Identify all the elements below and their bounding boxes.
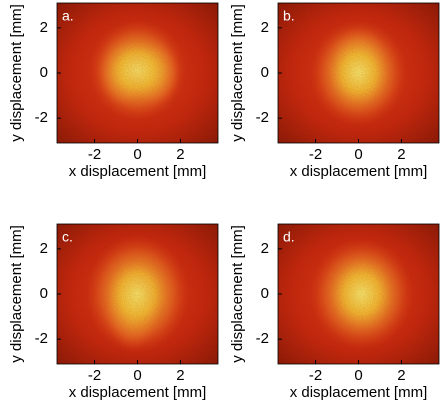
- y-axis-label: y displacement [mm]: [8, 4, 25, 142]
- x-tick-label: 2: [176, 367, 184, 384]
- x-tick-label: 0: [133, 367, 141, 384]
- plot-frame: [277, 223, 440, 365]
- y-tick-label: 2: [40, 19, 48, 36]
- x-tick-label: -2: [88, 146, 101, 163]
- y-tick-label: -2: [256, 109, 269, 126]
- x-tick-label: -2: [309, 146, 322, 163]
- panel-label: d.: [283, 229, 295, 245]
- x-axis-label: x displacement [mm]: [290, 163, 428, 180]
- x-tick-label: 0: [354, 146, 362, 163]
- x-axis-label: x displacement [mm]: [69, 163, 207, 180]
- x-axis-label: x displacement [mm]: [290, 384, 428, 401]
- heatmap-noise: [57, 224, 218, 364]
- x-tick-label: 0: [133, 146, 141, 163]
- y-tick-label: 2: [261, 19, 269, 36]
- y-tick-label: -2: [35, 109, 48, 126]
- y-tick-label: 0: [40, 64, 48, 81]
- y-tick-label: 0: [261, 64, 269, 81]
- y-tick-label: 2: [40, 240, 48, 257]
- plot-frame: [56, 2, 219, 144]
- heatmap-noise: [278, 3, 439, 143]
- panel-label: c.: [62, 229, 73, 245]
- plot-frame: [56, 223, 219, 365]
- heatmap-noise: [278, 224, 439, 364]
- y-axis-label: y displacement [mm]: [8, 225, 25, 363]
- x-tick-label: 0: [354, 367, 362, 384]
- panel-label: b.: [283, 8, 295, 24]
- x-tick-label: 2: [176, 146, 184, 163]
- x-tick-label: -2: [309, 367, 322, 384]
- plot-frame: [277, 2, 440, 144]
- y-axis-label: y displacement [mm]: [229, 225, 246, 363]
- heatmap-noise: [57, 3, 218, 143]
- panel-label: a.: [62, 8, 74, 24]
- y-tick-label: 0: [40, 285, 48, 302]
- y-tick-label: -2: [35, 330, 48, 347]
- y-tick-label: 2: [261, 240, 269, 257]
- x-tick-label: 2: [397, 367, 405, 384]
- y-axis-label: y displacement [mm]: [229, 4, 246, 142]
- x-tick-label: 2: [397, 146, 405, 163]
- x-axis-label: x displacement [mm]: [69, 384, 207, 401]
- y-tick-label: -2: [256, 330, 269, 347]
- x-tick-label: -2: [88, 367, 101, 384]
- y-tick-label: 0: [261, 285, 269, 302]
